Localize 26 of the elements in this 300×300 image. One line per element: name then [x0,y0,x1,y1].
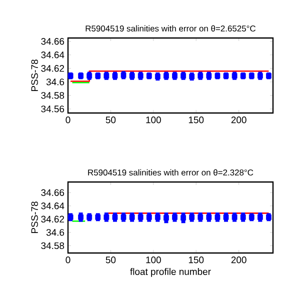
y-axis-title: PSS-78 [31,60,38,92]
y-tick-label: 34.56 [41,106,64,112]
x-tick-label: 200 [231,256,246,264]
x-tick-label: 150 [188,116,204,124]
chart-title: R5904519 salinities with error on θ=2.328°C [88,169,254,176]
y-tick-label: 34.62 [41,65,64,72]
y-axis-title: PSS-78 [31,202,38,234]
x-axis-title: float profile number [130,268,211,277]
x-tick-label: 150 [188,256,204,264]
x-tick-label: 200 [231,116,246,124]
chart-title: R5904519 salinities with error on θ=2.6525°C [86,25,256,32]
y-tick-label: 34.66 [41,38,64,45]
y-tick-label: 34.64 [41,52,64,58]
x-tick-label: 50 [106,256,116,264]
x-tick-label: 100 [146,256,161,264]
x-tick-label: 50 [106,116,116,124]
y-tick-label: 34.6 [46,78,64,86]
y-tick-label: 34.58 [41,242,64,250]
y-tick-label: 34.66 [41,189,64,196]
x-tick-label: 0 [66,116,70,124]
y-tick-label: 34.6 [46,229,64,236]
y-tick-label: 34.64 [41,202,64,210]
y-tick-label: 34.58 [41,92,64,99]
x-tick-label: 0 [66,256,70,264]
y-tick-label: 34.62 [41,216,64,223]
x-tick-label: 100 [146,116,161,124]
